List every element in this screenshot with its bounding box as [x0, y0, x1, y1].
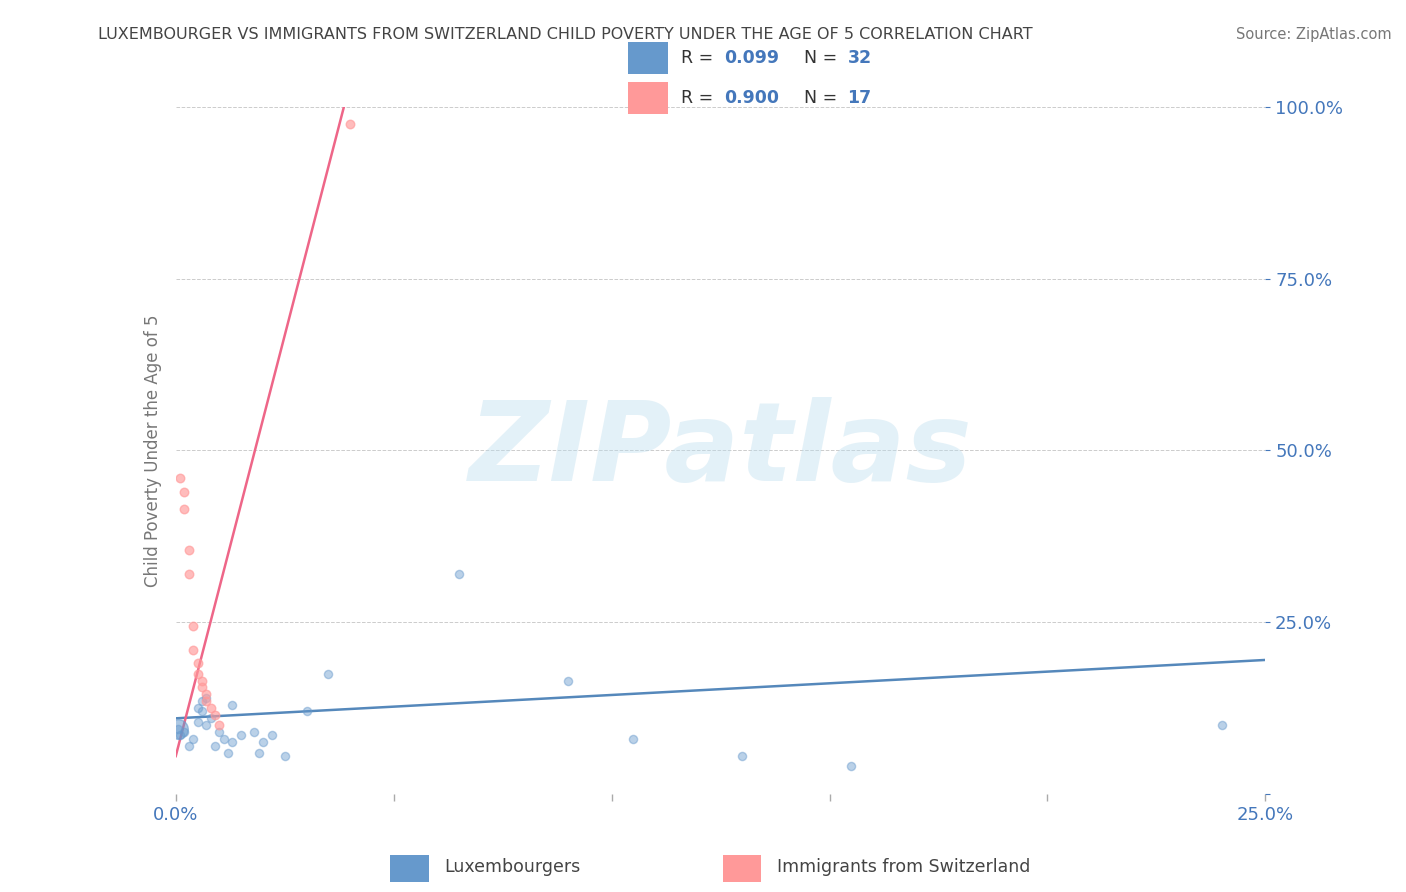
- Point: [208, 725, 231, 739]
- Point: [191, 705, 214, 719]
- Point: [191, 694, 214, 708]
- Point: [177, 567, 200, 582]
- Point: [339, 117, 361, 131]
- Point: [217, 746, 239, 760]
- Point: [1211, 718, 1233, 732]
- Point: [221, 735, 243, 749]
- Point: [191, 681, 214, 695]
- Point: [186, 666, 209, 681]
- Text: Immigrants from Switzerland: Immigrants from Switzerland: [778, 858, 1031, 877]
- Point: [177, 739, 200, 753]
- Point: [260, 729, 283, 743]
- Point: [169, 471, 191, 485]
- Point: [173, 501, 195, 516]
- Point: [186, 701, 209, 715]
- FancyBboxPatch shape: [723, 855, 762, 881]
- Point: [204, 739, 226, 753]
- FancyBboxPatch shape: [628, 82, 668, 114]
- Text: LUXEMBOURGER VS IMMIGRANTS FROM SWITZERLAND CHILD POVERTY UNDER THE AGE OF 5 COR: LUXEMBOURGER VS IMMIGRANTS FROM SWITZERL…: [98, 27, 1033, 42]
- Point: [247, 746, 270, 760]
- FancyBboxPatch shape: [391, 855, 429, 881]
- Point: [208, 718, 231, 732]
- Text: N =: N =: [804, 89, 844, 107]
- Point: [731, 749, 754, 764]
- Point: [621, 731, 644, 746]
- Text: Luxembourgers: Luxembourgers: [444, 858, 581, 877]
- Point: [167, 722, 190, 736]
- Point: [252, 735, 274, 749]
- Point: [169, 729, 191, 743]
- Point: [841, 759, 863, 773]
- Point: [181, 642, 204, 657]
- Point: [243, 725, 266, 739]
- Text: R =: R =: [681, 49, 718, 67]
- Point: [195, 687, 218, 701]
- Point: [173, 725, 195, 739]
- Text: Source: ZipAtlas.com: Source: ZipAtlas.com: [1236, 27, 1392, 42]
- Point: [186, 657, 209, 671]
- Text: 32: 32: [848, 49, 872, 67]
- FancyBboxPatch shape: [628, 42, 668, 74]
- Point: [195, 718, 218, 732]
- Point: [173, 484, 195, 499]
- Point: [221, 698, 243, 712]
- Text: ZIPatlas: ZIPatlas: [468, 397, 973, 504]
- Point: [181, 731, 204, 746]
- Point: [195, 690, 218, 705]
- Point: [181, 618, 204, 632]
- Point: [177, 543, 200, 558]
- Point: [200, 701, 222, 715]
- Text: R =: R =: [681, 89, 718, 107]
- Point: [318, 666, 340, 681]
- Point: [186, 714, 209, 729]
- Text: 0.099: 0.099: [724, 49, 779, 67]
- Point: [212, 731, 235, 746]
- Point: [200, 711, 222, 725]
- Text: 17: 17: [848, 89, 872, 107]
- Point: [274, 749, 297, 764]
- Point: [295, 705, 318, 719]
- Point: [167, 722, 190, 736]
- Text: 0.900: 0.900: [724, 89, 779, 107]
- Y-axis label: Child Poverty Under the Age of 5: Child Poverty Under the Age of 5: [143, 314, 162, 587]
- Point: [447, 567, 470, 582]
- Text: N =: N =: [804, 49, 844, 67]
- Point: [204, 707, 226, 722]
- Point: [191, 673, 214, 688]
- Point: [195, 694, 218, 708]
- Point: [231, 729, 253, 743]
- Point: [557, 673, 579, 688]
